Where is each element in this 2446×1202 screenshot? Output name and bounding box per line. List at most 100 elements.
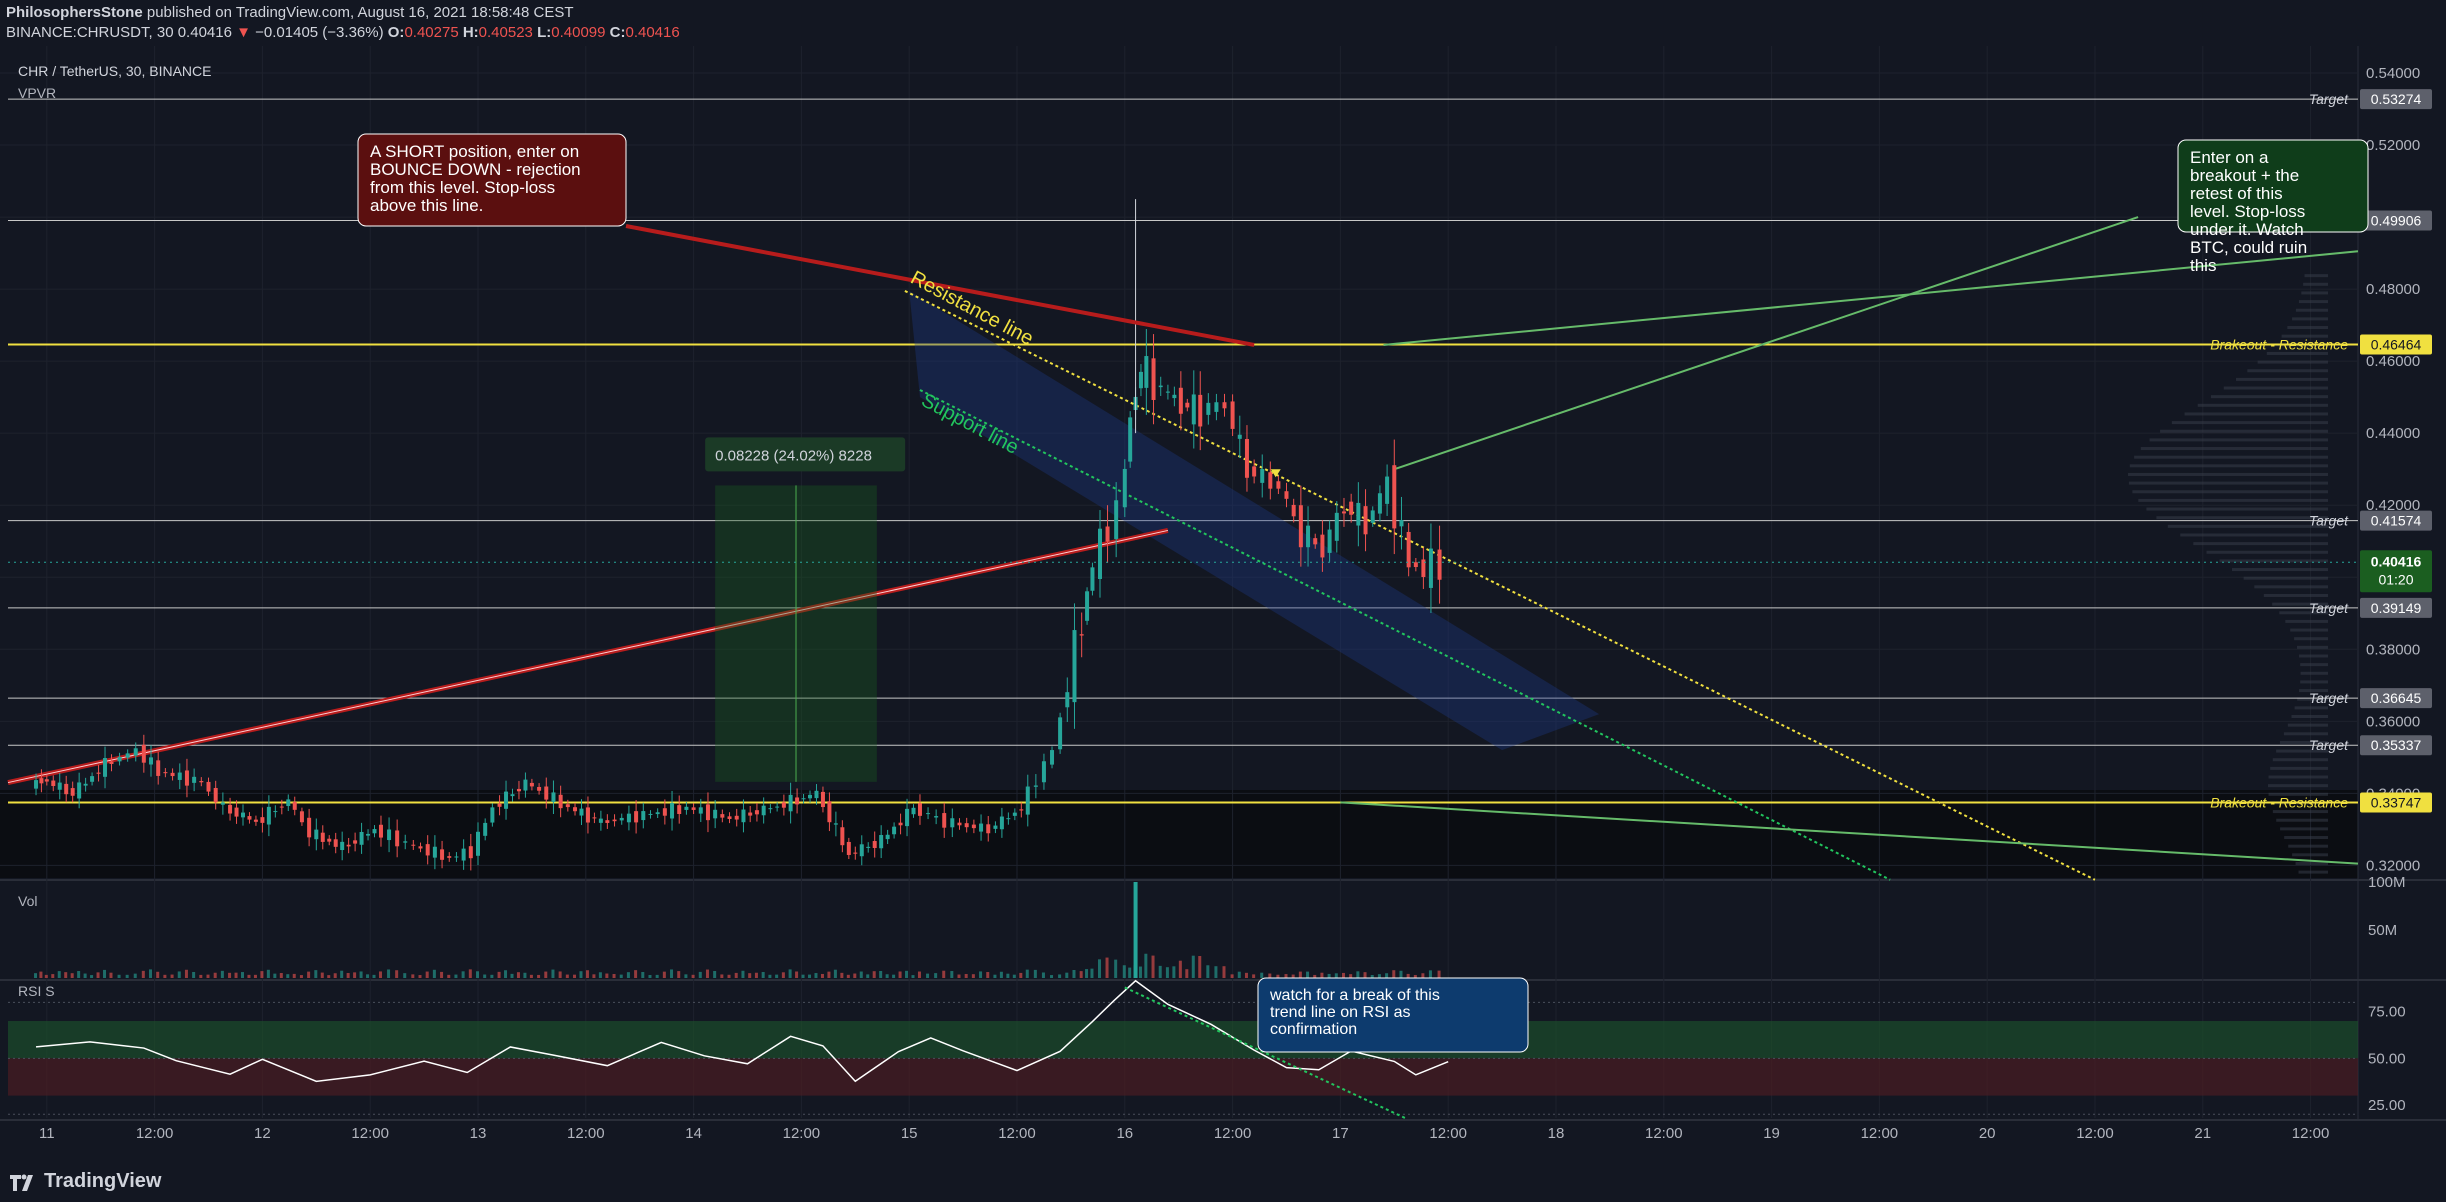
high-label: H:: [462, 24, 479, 41]
candle-body: [366, 833, 371, 836]
volume-bar: [51, 974, 55, 978]
volume-bar: [754, 972, 758, 978]
volume-bar: [497, 971, 501, 978]
volume-bar: [1252, 974, 1256, 978]
candle-body: [1399, 520, 1404, 527]
volume-bar: [1058, 974, 1062, 978]
volume-bar: [859, 971, 863, 978]
volume-profile-bar: [2128, 472, 2328, 476]
countdown-value: 01:20: [2378, 571, 2413, 587]
volume-bar: [1041, 972, 1045, 978]
volume-bar: [1244, 972, 1248, 978]
candle-body: [454, 856, 459, 858]
candle-body: [1158, 385, 1163, 388]
candle-body: [266, 806, 271, 825]
rising-trendline-core: [7, 529, 1169, 784]
volume-bar: [684, 974, 688, 978]
time-tick-label: 12: [254, 1125, 271, 1142]
candle-body: [1058, 717, 1063, 750]
volume-bar: [1284, 974, 1288, 978]
time-tick-label: 14: [685, 1125, 702, 1142]
volume-bar: [840, 972, 844, 978]
time-tick-label: 20: [1979, 1125, 1996, 1142]
candle-body: [662, 808, 667, 816]
volume-profile-bar: [2287, 326, 2328, 330]
lower-dark-zone: [0, 790, 2358, 878]
volume-bar: [1033, 969, 1037, 978]
publisher-name[interactable]: PhilosophersStone: [6, 4, 143, 21]
volume-bar: [626, 972, 630, 978]
volume-profile-bar: [2128, 481, 2328, 485]
candle-body: [149, 757, 154, 765]
candle-body: [734, 815, 739, 820]
tradingview-logo[interactable]: TradingView: [10, 1170, 161, 1193]
volume-bar: [1050, 975, 1054, 978]
volume-bar: [1428, 970, 1432, 978]
volume-bar: [523, 972, 527, 978]
price-chart[interactable]: Target Target Brakeout - Resistance Target T…: [0, 46, 2446, 1160]
candle-body: [840, 827, 845, 846]
candle-body: [490, 807, 495, 823]
volume-bar: [1114, 959, 1118, 978]
volume-bar: [307, 971, 311, 978]
short-note-pointer: [625, 224, 1255, 347]
footer: TradingView: [0, 1160, 2446, 1202]
volume-bar: [1085, 969, 1089, 978]
candle-body: [1356, 502, 1361, 526]
candle-body: [1320, 534, 1325, 558]
candle-body: [241, 812, 245, 818]
candle-body: [684, 806, 689, 810]
volume-bar: [109, 972, 113, 978]
rsi-note-text: watch for a break of this: [1269, 987, 1440, 1004]
candle-body: [748, 812, 753, 816]
volume-bar: [670, 969, 674, 978]
price-tick-label: 0.46000: [2366, 353, 2420, 370]
volume-profile-bar: [2283, 732, 2328, 736]
candle-body: [1437, 549, 1442, 580]
volume-profile-bar: [2156, 516, 2328, 520]
volume-bar: [1128, 967, 1132, 978]
candle-body: [163, 772, 168, 774]
volume-bar: [1313, 974, 1317, 978]
candle-body: [1185, 402, 1190, 408]
volume-bar: [1276, 974, 1280, 978]
price-axis[interactable]: 0.540000.520000.500000.480000.460000.440…: [2360, 65, 2432, 1114]
short-note-text: A SHORT position, enter on: [370, 142, 579, 161]
vpvr-label: VPVR: [18, 85, 56, 101]
volume-profile-bar: [2304, 274, 2328, 278]
volume-bar: [163, 974, 167, 978]
candle-body: [648, 813, 653, 815]
retest-projection-line: [1393, 216, 2139, 471]
volume-bar: [1138, 966, 1142, 978]
volume-bar: [808, 974, 812, 978]
volume-bar: [184, 969, 188, 978]
time-axis[interactable]: 11 12:00 12 12:00 13 12:00 14 12:00 15 12:00 16 12:…: [39, 1125, 2329, 1142]
candle-body: [579, 808, 584, 816]
candle-body: [741, 809, 746, 823]
volume-profile-bar: [2295, 861, 2328, 865]
publisher-line: PhilosophersStone published on TradingVi…: [6, 4, 574, 21]
candle-body: [109, 761, 114, 764]
level-label: Target: [2309, 600, 2349, 616]
rsi-note-text: trend line on RSI as: [1270, 1004, 1411, 1021]
volume-bar: [314, 970, 318, 978]
volume-profile-bar: [2149, 438, 2328, 442]
volume-profile-bar: [2300, 663, 2328, 667]
volume-bar: [1230, 974, 1234, 978]
candle-body: [529, 782, 534, 787]
ohlc-line: BINANCE:CHRUSDT, 30 0.40416 ▼ −0.01405 (…: [6, 24, 680, 41]
volume-bar: [461, 971, 465, 978]
volume-profile-bar: [2272, 810, 2328, 814]
volume-bar: [213, 972, 217, 978]
volume-profile-bar: [2167, 524, 2328, 528]
volume-bar: [691, 974, 695, 978]
candle-body: [327, 838, 332, 842]
candle-body: [418, 846, 423, 849]
candle-body: [677, 805, 682, 814]
volume-profile-bar: [2300, 671, 2328, 675]
candle-body: [971, 824, 976, 829]
volume-profile-bar: [2235, 377, 2328, 381]
candle-body: [1012, 812, 1017, 816]
volume-bar: [1222, 966, 1226, 978]
candle-body: [1406, 531, 1411, 568]
